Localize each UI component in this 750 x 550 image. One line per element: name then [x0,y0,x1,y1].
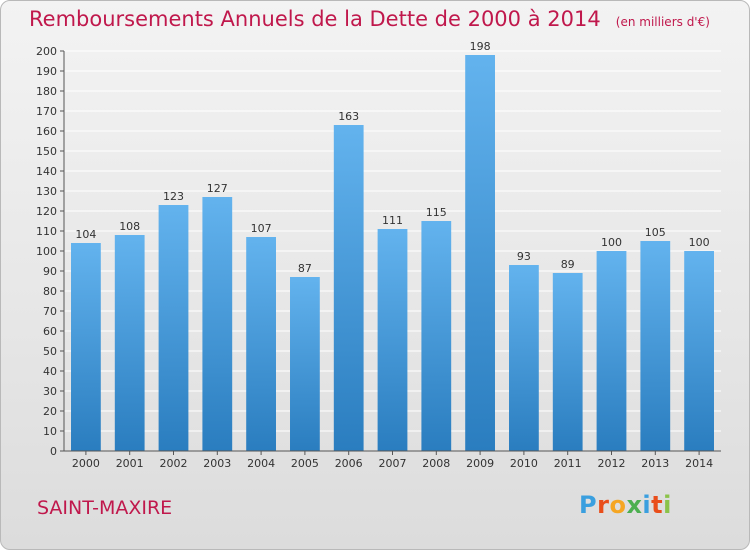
y-tick-label: 200 [36,45,57,58]
bar [71,243,101,451]
y-tick-label: 0 [50,445,57,458]
y-tick-label: 150 [36,145,57,158]
logo-letter: P [579,491,598,519]
y-tick-label: 180 [36,85,57,98]
bar [465,55,495,451]
x-tick-label: 2011 [554,457,582,470]
y-tick-label: 160 [36,125,57,138]
bar [114,235,145,451]
x-tick-label: 2014 [685,457,713,470]
bar-value-label: 100 [689,236,710,249]
y-tick-label: 40 [43,365,57,378]
bar [421,221,452,451]
y-tick-label: 190 [36,65,57,78]
x-tick-label: 2006 [335,457,363,470]
logo-letter: r [597,491,610,519]
bar-value-label: 163 [338,110,359,123]
bar-value-label: 104 [75,228,96,241]
x-tick-label: 2008 [422,457,450,470]
bars [71,55,714,451]
x-tick-label: 2007 [379,457,407,470]
unit-note: (en milliers d'€) [615,15,710,29]
bar-value-label: 93 [517,250,531,263]
x-tick-label: 2003 [203,457,231,470]
y-tick-label: 90 [43,265,57,278]
y-tick-label: 80 [43,285,57,298]
bar-value-label: 100 [601,236,622,249]
y-axis-ticks: 0 10 20 30 40 50 60 70 80 90 100 110 120 130 140 150 160… [36,45,64,458]
bar-value-label: 115 [426,206,447,219]
bar-chart: 0 10 20 30 40 50 60 70 80 90 100 110 120 130 140 150 160… [36,40,721,470]
y-tick-label: 130 [36,185,57,198]
y-tick-label: 60 [43,325,57,338]
bar-value-label: 111 [382,214,403,227]
bar-value-label: 127 [207,182,228,195]
logo-letter: x [626,491,643,519]
y-tick-label: 170 [36,105,57,118]
proxiti-logo: Proxiti [579,491,672,519]
x-tick-label: 2005 [291,457,319,470]
x-tick-label: 2004 [247,457,275,470]
bar-value-label: 105 [645,226,666,239]
logo-letter: t [651,491,664,519]
logo-letter: o [609,491,627,519]
bar [640,241,671,451]
bar [684,251,714,451]
y-tick-label: 100 [36,245,57,258]
x-tick-label: 2013 [641,457,669,470]
bar [596,251,627,451]
chart-title: Remboursements Annuels de la Dette de 20… [29,7,601,31]
x-axis-ticks: 2000 2001 2002 2003 2004 2005 2006 2007 2008 2009… [72,451,713,470]
bar [202,197,233,451]
chart-title-row: Remboursements Annuels de la Dette de 20… [29,7,710,31]
logo-letter: i [642,491,652,519]
bar [290,277,320,451]
bar-value-label: 108 [119,220,140,233]
y-tick-label: 30 [43,385,57,398]
town-name: SAINT-MAXIRE [37,497,173,519]
y-tick-label: 120 [36,205,57,218]
y-tick-label: 50 [43,345,57,358]
bar [158,205,189,451]
x-tick-label: 2012 [598,457,626,470]
y-tick-label: 20 [43,405,57,418]
bar [333,125,364,451]
y-tick-label: 140 [36,165,57,178]
bar [246,237,276,451]
bar-value-label: 198 [470,40,491,53]
axes [63,51,721,452]
x-tick-label: 2009 [466,457,494,470]
bar-value-label: 107 [251,222,272,235]
x-tick-label: 2000 [72,457,100,470]
y-tick-label: 70 [43,305,57,318]
data-labels: 104 108 123 127 107 87 163 111 115 198 93 89 100 105 1… [75,40,709,275]
logo-letter: i [663,491,672,519]
x-tick-label: 2010 [510,457,538,470]
bar [509,265,539,451]
bar [552,273,583,451]
x-tick-label: 2002 [160,457,188,470]
bar-value-label: 123 [163,190,184,203]
y-tick-label: 110 [36,225,57,238]
bar-value-label: 89 [561,258,575,271]
x-tick-label: 2001 [116,457,144,470]
bar-value-label: 87 [298,262,312,275]
y-tick-label: 10 [43,425,57,438]
bar [377,229,408,451]
